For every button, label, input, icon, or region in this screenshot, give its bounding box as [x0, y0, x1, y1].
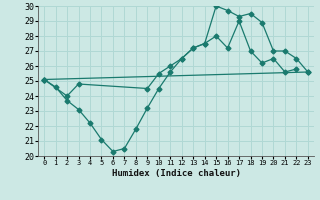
X-axis label: Humidex (Indice chaleur): Humidex (Indice chaleur) [111, 169, 241, 178]
